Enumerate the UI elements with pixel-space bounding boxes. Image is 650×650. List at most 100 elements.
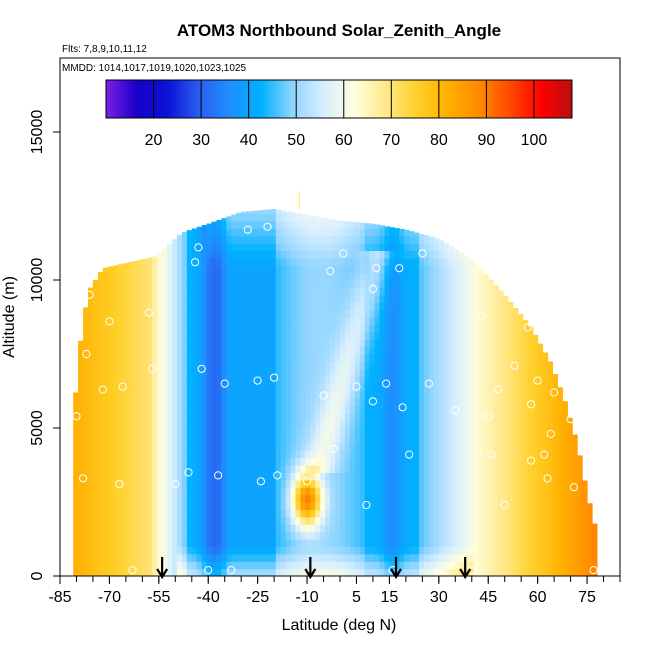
heatmap-cell (251, 309, 257, 318)
colorbar-swatch (229, 80, 233, 118)
heatmap-cell (325, 218, 331, 222)
heatmap-cell (483, 280, 489, 288)
heatmap-cell (567, 546, 573, 555)
heatmap-cell (147, 302, 153, 311)
heatmap-cell (517, 494, 524, 503)
heatmap-cell (438, 331, 445, 340)
heatmap-cell (399, 494, 405, 503)
heatmap-cell (493, 546, 499, 555)
heatmap-cell (414, 413, 420, 422)
heatmap-cell (186, 243, 193, 251)
heatmap-cell (483, 302, 489, 311)
heatmap-cell (142, 516, 148, 525)
heatmap-cell (369, 413, 376, 422)
heatmap-cell (221, 494, 227, 503)
heatmap-cell (433, 487, 440, 496)
heatmap-cell (137, 309, 143, 318)
heatmap-cell (260, 561, 267, 570)
heatmap-cell (256, 272, 262, 281)
heatmap-cell (488, 516, 494, 525)
heatmap-cell (275, 442, 282, 451)
sample-point (527, 400, 536, 409)
heatmap-cell (399, 287, 405, 296)
heatmap-cell (270, 302, 277, 311)
heatmap-cell (458, 252, 465, 259)
heatmap-cell (547, 568, 553, 576)
heatmap-cell (260, 568, 267, 576)
heatmap-cell (399, 457, 405, 466)
heatmap-cell (211, 376, 217, 385)
heatmap-cell (280, 457, 287, 466)
heatmap-cell (221, 413, 227, 422)
heatmap-cell (167, 324, 173, 333)
heatmap-cell (508, 301, 514, 303)
heatmap-cell (285, 317, 292, 325)
heatmap-cell (241, 317, 247, 325)
heatmap-cell (285, 220, 292, 229)
arrow-marker (304, 557, 317, 580)
heatmap-cell (562, 502, 568, 510)
heatmap-cell (137, 302, 143, 311)
heatmap-cell (117, 317, 124, 325)
heatmap-cell (78, 398, 84, 407)
heatmap-cell (88, 339, 94, 348)
heatmap-cell (270, 398, 277, 407)
heatmap-cell (330, 568, 336, 576)
heatmap-cell (137, 294, 143, 303)
colorbar-swatch (448, 80, 452, 118)
heatmap-cell (147, 280, 153, 288)
heatmap-cell (340, 391, 346, 399)
heatmap-cell (404, 398, 410, 407)
heatmap-cell (112, 435, 119, 444)
heatmap-cell (211, 450, 217, 459)
heatmap-cell (488, 465, 494, 473)
heatmap-cell (107, 457, 114, 466)
heatmap-cell (532, 339, 539, 348)
heatmap-cell (483, 294, 489, 303)
heatmap-cell (468, 442, 474, 451)
heatmap-cell (438, 539, 445, 547)
heatmap-cell (127, 294, 133, 303)
heatmap-cell (453, 487, 460, 496)
heatmap-cell (176, 368, 183, 377)
heatmap-cell (231, 368, 237, 377)
heatmap-cell (364, 539, 371, 547)
heatmap-cell (206, 265, 213, 274)
heatmap-cell (270, 213, 277, 222)
heatmap-cell (147, 509, 153, 518)
heatmap-cell (122, 465, 129, 473)
heatmap-cell (280, 435, 287, 444)
heatmap-cell (399, 479, 405, 488)
heatmap-cell (305, 494, 311, 503)
heatmap-cell (340, 465, 346, 473)
colorbar-swatch (381, 80, 385, 118)
heatmap-cell (364, 280, 371, 288)
colorbar-swatch (163, 80, 166, 118)
heatmap-cell (389, 376, 395, 385)
heatmap-cell (295, 368, 301, 377)
heatmap-cell (349, 257, 356, 266)
heatmap-cell (132, 472, 138, 481)
heatmap-cell (478, 413, 484, 422)
colorbar-swatch (239, 80, 242, 118)
heatmap-cell (448, 457, 455, 466)
heatmap-cell (226, 524, 232, 533)
heatmap-cell (428, 339, 435, 348)
heatmap-cell (186, 479, 193, 488)
heatmap-cell (137, 472, 143, 481)
heatmap-cell (107, 361, 114, 370)
heatmap-cell (503, 487, 509, 496)
heatmap-cell (285, 502, 292, 510)
heatmap-cell (270, 494, 277, 503)
heatmap-cell (414, 457, 420, 466)
heatmap-cell (310, 524, 316, 533)
heatmap-cell (97, 479, 104, 488)
heatmap-cell (206, 450, 213, 459)
heatmap-cell (137, 265, 143, 274)
sample-point (98, 385, 107, 394)
heatmap-cell (315, 539, 321, 547)
heatmap-cell (542, 352, 549, 355)
colorbar-swatch (210, 80, 214, 118)
heatmap-cell (409, 280, 415, 288)
heatmap-cell (488, 294, 494, 303)
